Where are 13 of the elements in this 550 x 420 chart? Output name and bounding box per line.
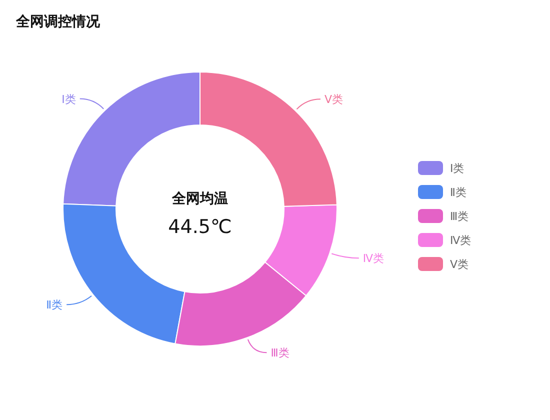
- legend-label: Ⅳ类: [450, 234, 472, 247]
- text: 全网均温: [171, 191, 228, 207]
- slice-label: Ⅱ类: [46, 298, 63, 312]
- slice-label: Ⅰ类: [62, 92, 76, 106]
- slice-label: Ⅲ类: [270, 346, 290, 360]
- legend-label: Ⅲ类: [450, 210, 469, 223]
- chart-title: 全网调控情况: [15, 14, 101, 30]
- legend-label: Ⅱ类: [450, 186, 466, 199]
- slice-label: Ⅳ类: [362, 252, 384, 266]
- legend-label: Ⅴ类: [450, 258, 469, 271]
- text: 44.5℃: [168, 216, 232, 238]
- slice-label: Ⅴ类: [324, 93, 344, 106]
- legend-label: Ⅰ类: [450, 162, 464, 175]
